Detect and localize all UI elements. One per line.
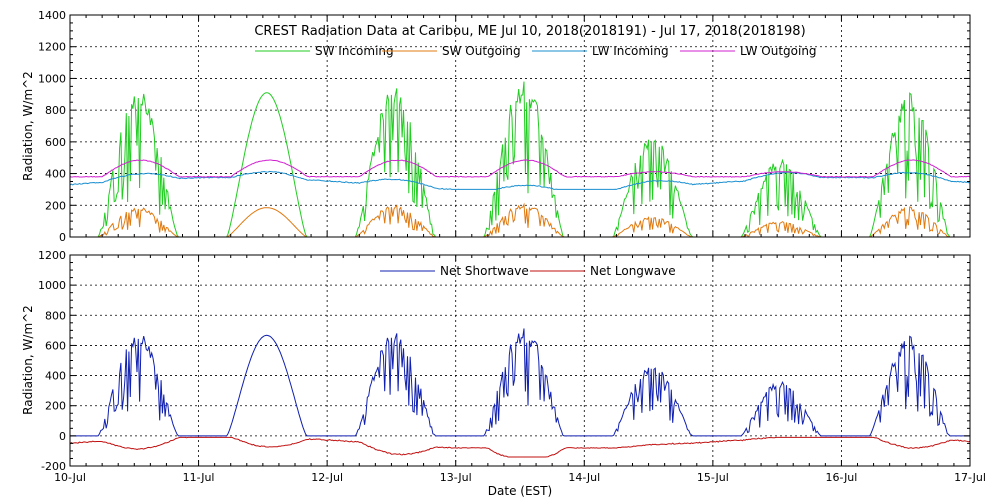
y-tick-label: -200	[41, 460, 66, 473]
lw-outgoing-legend-label: LW Outgoing	[740, 44, 817, 58]
x-tick-label: 15-Jul	[697, 471, 729, 484]
x-tick-label: 13-Jul	[440, 471, 472, 484]
bottom-series	[69, 328, 971, 458]
bottom-gridlines	[70, 255, 970, 466]
x-tick-label: 17-Jul	[954, 471, 986, 484]
y-tick-label: 600	[45, 136, 66, 149]
x-tick-label: 14-Jul	[568, 471, 600, 484]
y-tick-label: 800	[45, 104, 66, 117]
y-tick-label: 0	[59, 231, 66, 244]
top-series	[69, 81, 971, 238]
y-tick-label: 1000	[38, 72, 66, 85]
top-panel: 0 200 400 600 800 1000 1200 1400 Radiation, W/m…	[21, 9, 971, 244]
y-tick-label: 1000	[38, 279, 66, 292]
net-longwave-line	[69, 436, 971, 458]
x-tick-label: 10-Jul	[54, 471, 86, 484]
y-tick-label: 1200	[38, 41, 66, 54]
y-tick-label: 1400	[38, 9, 66, 22]
bottom-frame	[69, 254, 971, 467]
y-tick-label: 400	[45, 370, 66, 383]
net-shortwave-line	[70, 328, 970, 437]
net-shortwave-legend-label: Net Shortwave	[440, 264, 529, 278]
y-tick-label: 800	[45, 309, 66, 322]
x-tick-label: 16-Jul	[825, 471, 857, 484]
top-legend: SW Incoming SW Outgoing LW Incoming LW Outg…	[255, 44, 817, 58]
bottom-y-axis-label: Radiation, W/m^2	[21, 305, 35, 415]
sw-outgoing-line	[70, 202, 970, 238]
y-tick-label: 200	[45, 400, 66, 413]
sw-outgoing-legend-label: SW Outgoing	[442, 44, 521, 58]
top-gridlines	[70, 15, 970, 237]
top-y-ticks: 0 200 400 600 800 1000 1200 1400	[38, 9, 970, 244]
x-tick-label: 11-Jul	[183, 471, 215, 484]
chart-title: CREST Radiation Data at Caribou, ME Jul …	[254, 24, 805, 39]
bottom-panel: -200 0 200 400 600 800 1000 1200 10-Jul 11-Jul 12…	[21, 249, 986, 498]
top-x-ticks	[69, 15, 971, 237]
sw-incoming-legend-label: SW Incoming	[315, 44, 394, 58]
y-tick-label: 200	[45, 199, 66, 212]
lw-incoming-legend-label: LW Incoming	[592, 44, 669, 58]
top-y-axis-label: Radiation, W/m^2	[21, 71, 35, 181]
net-longwave-legend-label: Net Longwave	[590, 264, 676, 278]
bottom-x-ticks: 10-Jul 11-Jul 12-Jul 13-Jul 14-Jul 15-Jul 16-J…	[54, 255, 986, 484]
lw-incoming-line	[69, 170, 970, 190]
bottom-y-ticks: -200 0 200 400 600 800 1000 1200	[38, 249, 970, 473]
lw-outgoing-line	[69, 159, 971, 178]
sw-incoming-line	[70, 81, 970, 238]
bottom-legend: Net Shortwave Net Longwave	[380, 264, 676, 278]
y-tick-label: 600	[45, 339, 66, 352]
y-tick-label: 400	[45, 168, 66, 181]
y-tick-label: 1200	[38, 249, 66, 262]
y-tick-label: 0	[59, 430, 66, 443]
x-axis-label: Date (EST)	[488, 484, 552, 498]
x-tick-label: 12-Jul	[311, 471, 343, 484]
